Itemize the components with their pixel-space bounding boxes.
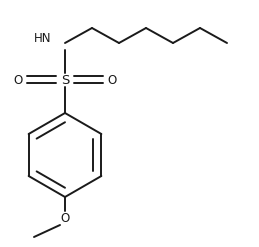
Text: O: O: [107, 74, 117, 86]
Text: HN: HN: [34, 32, 52, 44]
Text: O: O: [60, 211, 70, 225]
Text: S: S: [61, 74, 69, 86]
Text: O: O: [13, 74, 23, 86]
